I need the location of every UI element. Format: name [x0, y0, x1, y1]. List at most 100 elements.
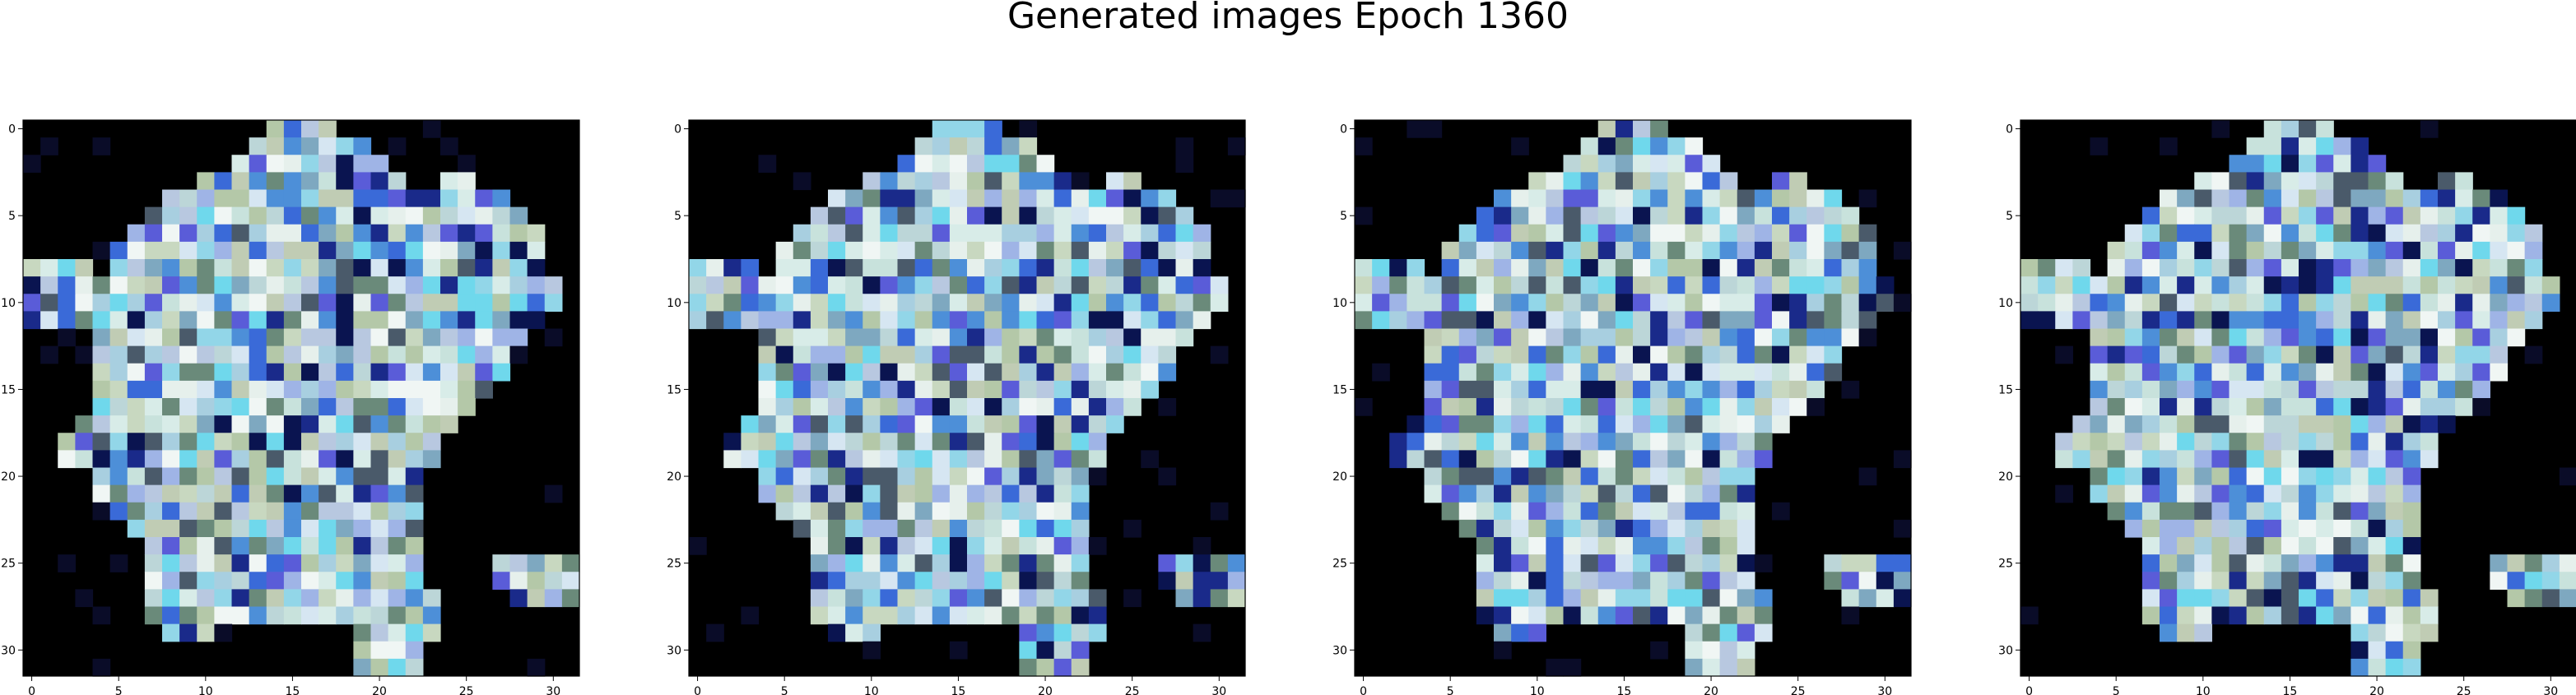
- pixel: [897, 345, 916, 364]
- pixel: [828, 311, 846, 330]
- pixel: [1036, 155, 1055, 173]
- pixel: [984, 259, 1002, 277]
- pixel: [301, 606, 319, 625]
- pixel: [1494, 415, 1512, 433]
- pixel: [1563, 172, 1582, 191]
- pixel: [967, 398, 985, 416]
- pixel: [1737, 572, 1755, 590]
- pixel: [2160, 311, 2178, 330]
- pixel: [2455, 328, 2473, 347]
- pixel: [914, 537, 933, 555]
- pixel: [2038, 294, 2056, 312]
- pixel: [370, 606, 389, 625]
- pixel: [2316, 259, 2334, 277]
- pixel: [2368, 206, 2387, 225]
- pixel: [880, 328, 899, 347]
- pixel: [1141, 241, 1159, 260]
- pixel: [2455, 224, 2473, 243]
- pixel: [2263, 345, 2282, 364]
- pixel: [810, 345, 829, 364]
- pixel: [1019, 537, 1038, 555]
- pixel: [388, 519, 407, 538]
- pixel: [1193, 259, 1211, 277]
- pixel: [914, 155, 933, 173]
- pixel: [1494, 484, 1512, 503]
- pixel: [75, 433, 94, 451]
- pixel: [2455, 206, 2473, 225]
- pixel: [1424, 398, 1443, 416]
- pixel: [1893, 554, 1912, 572]
- pixel: [1580, 311, 1599, 330]
- pixel: [1824, 294, 1843, 312]
- pixel: [2472, 224, 2490, 243]
- pixel: [897, 294, 916, 312]
- pixel: [932, 137, 951, 155]
- pixel: [2229, 224, 2248, 243]
- pixel: [2559, 554, 2576, 572]
- pixel: [1789, 398, 1807, 416]
- pixel: [283, 502, 302, 521]
- pixel: [2368, 554, 2387, 572]
- pixel: [2124, 294, 2143, 312]
- pixel: [1546, 433, 1565, 451]
- pixel: [336, 276, 354, 294]
- pixel: [1633, 415, 1651, 433]
- pixel: [1106, 294, 1124, 312]
- pixel: [1685, 606, 1704, 625]
- pixel: [845, 224, 863, 243]
- pixel: [2246, 467, 2265, 486]
- pixel: [283, 206, 302, 225]
- pixel: [1424, 311, 1443, 330]
- pixel: [1511, 311, 1529, 330]
- pixel: [144, 467, 163, 486]
- pixel: [949, 484, 968, 503]
- pixel: [1633, 519, 1651, 538]
- pixel: [1494, 328, 1512, 347]
- pixel: [949, 206, 968, 225]
- pixel: [1210, 502, 1229, 521]
- pixel: [405, 554, 424, 572]
- pixel: [1772, 363, 1790, 382]
- pixel: [1597, 276, 1616, 294]
- pixel: [162, 554, 180, 572]
- pixel: [388, 380, 407, 399]
- pixel: [1737, 433, 1755, 451]
- pixel: [2350, 380, 2369, 399]
- pixel: [863, 589, 881, 608]
- pixel: [2229, 241, 2248, 260]
- pixel: [1615, 241, 1634, 260]
- x-tick-label: 20: [2369, 685, 2384, 695]
- pixel: [2368, 380, 2387, 399]
- pixel: [1528, 606, 1546, 625]
- pixel: [1650, 137, 1668, 155]
- pixel: [1650, 450, 1668, 469]
- pixel: [144, 259, 163, 277]
- pixel: [2107, 345, 2126, 364]
- pixel: [319, 519, 337, 538]
- pixel: [370, 398, 389, 416]
- pixel: [984, 224, 1002, 243]
- pixel: [1650, 537, 1668, 555]
- pixel: [1615, 120, 1634, 138]
- pixel: [319, 433, 337, 451]
- pixel: [144, 311, 163, 330]
- pixel: [1511, 623, 1529, 642]
- pixel: [197, 606, 215, 625]
- pixel: [1424, 363, 1443, 382]
- pixel: [1002, 589, 1020, 608]
- pixel: [179, 450, 198, 469]
- pixel: [2124, 276, 2143, 294]
- pixel: [689, 276, 707, 294]
- pixel: [388, 658, 407, 677]
- pixel: [1563, 276, 1582, 294]
- pixel: [984, 415, 1002, 433]
- pixel: [1476, 484, 1495, 503]
- pixel: [75, 294, 94, 312]
- pixel: [1476, 606, 1495, 625]
- pixel: [2263, 519, 2282, 538]
- pixel: [2559, 467, 2576, 486]
- pixel: [967, 606, 985, 625]
- pixel: [1597, 311, 1616, 330]
- pixel: [932, 415, 951, 433]
- pixel: [793, 345, 811, 364]
